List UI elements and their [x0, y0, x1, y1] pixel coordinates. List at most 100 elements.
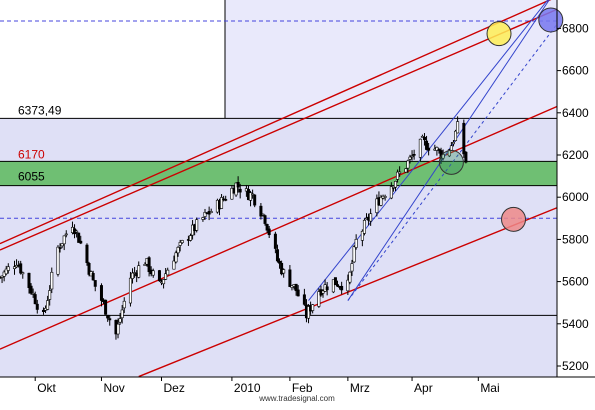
candle-body	[4, 268, 8, 275]
candle-body	[280, 262, 284, 275]
candle-body	[447, 149, 451, 157]
x-tick-label: Mrz	[350, 381, 370, 395]
level-label: 6055	[18, 170, 45, 184]
blue-trend-line	[347, 0, 550, 301]
y-tick-label: 6600	[562, 64, 589, 78]
candle-body	[203, 211, 207, 217]
candle-body	[116, 323, 120, 335]
candle-body	[288, 269, 292, 287]
candle-body	[21, 272, 25, 275]
candle-body	[79, 240, 83, 244]
candle-body	[464, 151, 468, 163]
x-axis-ticks: Okt Nov Dez 2010 Feb Mrz Apr Mai	[34, 377, 500, 395]
candle-body	[331, 279, 335, 293]
candle-body	[157, 270, 161, 282]
candle-body	[393, 180, 397, 188]
candle-body	[435, 147, 439, 151]
candle-body	[251, 193, 255, 196]
candle-body	[50, 271, 54, 290]
candle-body	[29, 285, 33, 294]
candle-body	[230, 187, 234, 200]
candle-body	[75, 230, 79, 233]
candle-body	[91, 273, 95, 281]
candle-body	[120, 309, 124, 319]
footer-credit: www.tradesignal.com	[258, 394, 335, 403]
candle-body	[93, 280, 97, 287]
candle-body	[62, 235, 66, 245]
y-tick-label: 5800	[562, 232, 589, 246]
x-tick-label: Okt	[37, 381, 56, 395]
candle-body	[350, 263, 354, 272]
y-tick-label: 6400	[562, 106, 589, 120]
candle-body	[172, 260, 176, 270]
candle-body	[46, 300, 50, 310]
x-tick-label: Mai	[480, 381, 499, 395]
candle-body	[143, 263, 147, 266]
candle-body	[147, 257, 151, 273]
candle-body	[56, 246, 60, 275]
candle-body	[406, 160, 410, 169]
trend-lines	[0, 0, 558, 378]
y-tick-label: 5400	[562, 317, 589, 331]
support-zone	[0, 161, 557, 186]
candle-body	[35, 303, 39, 310]
candle-body	[137, 265, 141, 278]
candle-body	[278, 260, 282, 264]
candle-body	[317, 291, 321, 307]
candle-body	[58, 247, 62, 249]
candle-body	[346, 279, 350, 292]
level-label: 6170	[18, 147, 45, 161]
candle-body	[362, 220, 366, 234]
x-tick-label: 2010	[234, 381, 261, 395]
candle-body	[209, 211, 213, 213]
x-tick-label: Dez	[164, 381, 185, 395]
candle-body	[333, 277, 337, 286]
candle-body	[348, 271, 352, 283]
candle-body	[462, 122, 466, 155]
candle-body	[128, 277, 132, 304]
candle-body	[375, 198, 379, 213]
candle-body	[273, 233, 277, 249]
info-box	[0, 0, 225, 118]
candle-body	[118, 318, 122, 323]
candle-body	[0, 275, 4, 278]
candle-body	[425, 140, 429, 150]
x-tick-label: Apr	[414, 381, 433, 395]
candle-body	[33, 294, 37, 305]
candle-body	[106, 314, 110, 319]
candle-body	[261, 213, 265, 216]
candle-body	[122, 300, 126, 309]
marker-circle	[438, 149, 464, 175]
candle-body	[6, 266, 10, 271]
candle-body	[27, 272, 31, 288]
candle-body	[166, 269, 170, 276]
candle-body	[275, 249, 279, 262]
candle-body	[249, 192, 253, 201]
candle-body	[410, 155, 414, 158]
horizontal-levels	[0, 20, 557, 316]
candle-body	[321, 290, 325, 294]
candle-body	[188, 235, 192, 241]
candle-body	[60, 243, 64, 247]
candle-body	[174, 252, 178, 263]
candle-body	[164, 273, 168, 280]
candle-body	[404, 168, 408, 173]
candle-body	[224, 199, 228, 201]
candle-body	[294, 283, 298, 292]
x-tick-label: Nov	[103, 381, 124, 395]
candle-body	[77, 232, 81, 243]
candle-body	[12, 266, 16, 269]
candle-body	[178, 242, 182, 246]
candle-body	[236, 182, 240, 188]
candle-body	[325, 286, 329, 291]
zone-band	[0, 161, 557, 186]
upper-right-region	[225, 0, 557, 118]
candle-body	[85, 244, 89, 263]
y-tick-label: 6000	[562, 190, 589, 204]
candle-body	[48, 290, 52, 300]
candle-body	[296, 289, 300, 297]
candle-body	[2, 271, 6, 277]
candle-body	[253, 194, 257, 206]
candle-body	[360, 231, 364, 241]
candle-body	[456, 121, 460, 134]
